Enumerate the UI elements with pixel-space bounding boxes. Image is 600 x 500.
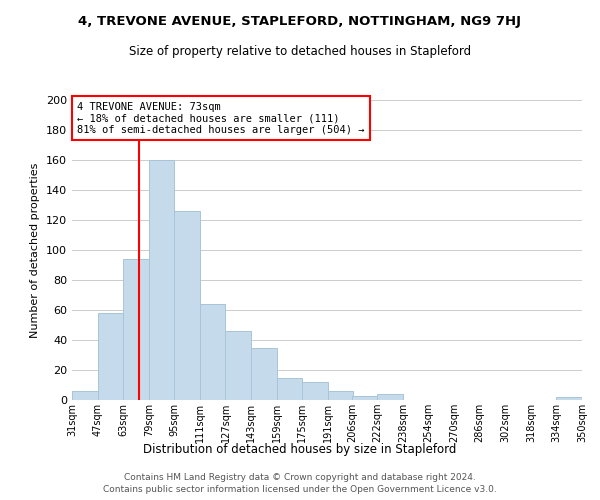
Bar <box>123 259 149 400</box>
Bar <box>556 397 582 400</box>
Text: Contains HM Land Registry data © Crown copyright and database right 2024.: Contains HM Land Registry data © Crown c… <box>124 472 476 482</box>
Bar <box>377 394 403 400</box>
Bar <box>352 396 377 400</box>
Text: 4 TREVONE AVENUE: 73sqm
← 18% of detached houses are smaller (111)
81% of semi-d: 4 TREVONE AVENUE: 73sqm ← 18% of detache… <box>77 102 365 134</box>
Bar <box>200 304 226 400</box>
Bar <box>72 391 98 400</box>
Bar <box>277 378 302 400</box>
Text: Size of property relative to detached houses in Stapleford: Size of property relative to detached ho… <box>129 45 471 58</box>
Y-axis label: Number of detached properties: Number of detached properties <box>31 162 40 338</box>
Text: Contains public sector information licensed under the Open Government Licence v3: Contains public sector information licen… <box>103 485 497 494</box>
Text: Distribution of detached houses by size in Stapleford: Distribution of detached houses by size … <box>143 442 457 456</box>
Bar <box>175 211 200 400</box>
Bar <box>251 348 277 400</box>
Bar <box>226 331 251 400</box>
Bar <box>149 160 175 400</box>
Bar <box>98 313 123 400</box>
Bar <box>302 382 328 400</box>
Text: 4, TREVONE AVENUE, STAPLEFORD, NOTTINGHAM, NG9 7HJ: 4, TREVONE AVENUE, STAPLEFORD, NOTTINGHA… <box>79 15 521 28</box>
Bar <box>328 391 353 400</box>
